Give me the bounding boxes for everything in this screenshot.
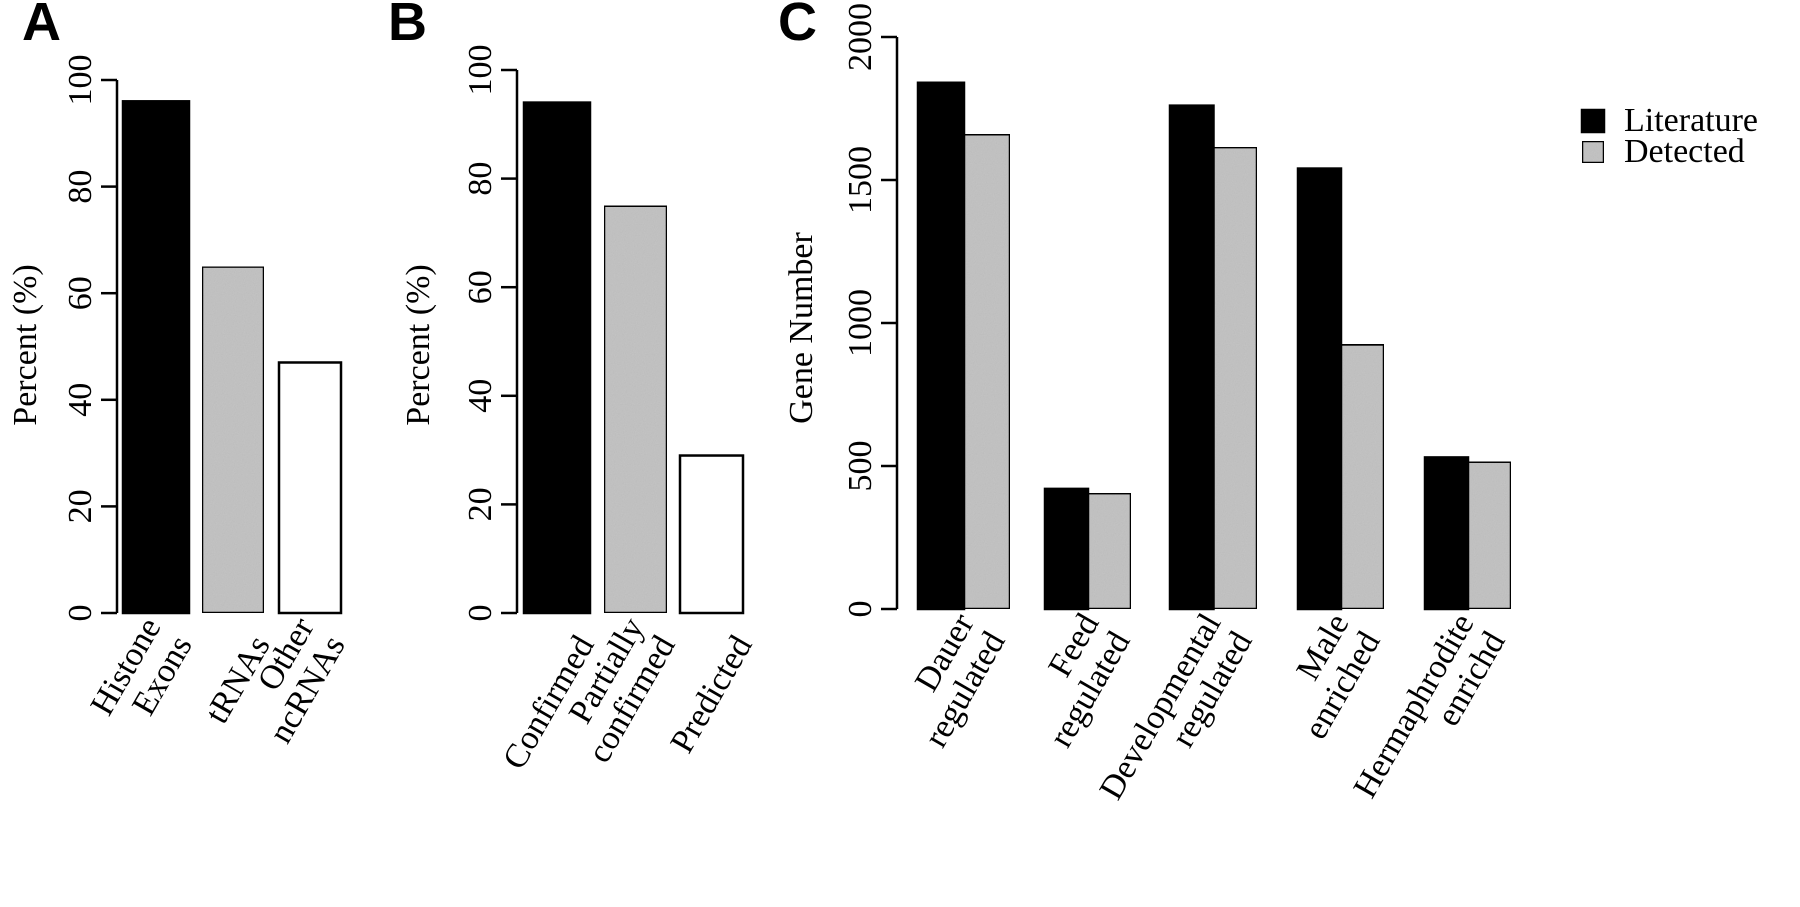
y-tick-label-b: 100 (462, 45, 499, 96)
y-tick-label-a: 60 (62, 276, 99, 310)
bar-detected-0 (962, 132, 1012, 611)
y-tick-label-b: 40 (462, 379, 499, 413)
bars-c (916, 81, 1513, 611)
y-tick-label-b: 0 (462, 605, 499, 622)
category-label-c-1: Feedregulated (1011, 608, 1137, 754)
bar-literature-2 (1168, 104, 1215, 611)
bar-detected-4 (1466, 460, 1513, 611)
bar-detected-2 (1212, 145, 1259, 611)
bar-literature-4 (1423, 456, 1470, 611)
y-tick-label-a: 40 (62, 383, 99, 417)
legend-swatch-detected (1580, 139, 1606, 165)
bar-detected-3 (1339, 343, 1386, 611)
y-tick-label-c: 2000 (842, 3, 879, 71)
bar-b-1 (602, 204, 669, 615)
legend: Literature Detected (1580, 102, 1758, 170)
bar-a-1 (200, 265, 266, 615)
panel-letter-a: A (22, 0, 61, 52)
y-tick-label-c: 500 (842, 441, 879, 492)
y-tick-label-a: 80 (62, 170, 99, 204)
legend-label-literature: Literature (1624, 102, 1758, 139)
category-label-c-3: Maleenriched (1266, 608, 1388, 746)
y-axis-b: 0 20 40 60 80 100 (462, 45, 519, 622)
bar-literature-1 (1043, 487, 1090, 611)
bar-a-2 (277, 361, 343, 615)
legend-swatch-literature (1580, 108, 1606, 134)
y-tick-label-c: 1000 (842, 289, 879, 357)
bar-literature-0 (916, 81, 966, 611)
panel-c: C Gene Number 0 500 1000 1500 2000 Dauerregu… (778, 0, 1758, 806)
category-label-a-0: HistoneExons (84, 612, 200, 740)
y-tick-label-c: 0 (842, 601, 879, 618)
y-tick-label-b: 80 (462, 162, 499, 196)
y-axis-title-a: Percent (%) (7, 264, 44, 425)
legend-label-detected: Detected (1624, 133, 1745, 170)
y-tick-label-a: 100 (62, 55, 99, 106)
panel-letter-b: B (388, 0, 427, 52)
bars-b (522, 101, 745, 615)
panel-a: A Percent (%) 0 20 40 60 80 100 HistoneExonst… (7, 0, 353, 749)
category-labels-c: Dauerregulated FeedregulatedDevelopmental… (886, 607, 1513, 806)
category-label-c-0: Dauerregulated (886, 607, 1013, 754)
bar-a-0 (121, 100, 191, 615)
bar-b-2 (678, 454, 745, 615)
panel-letter-c: C (778, 0, 817, 52)
bar-literature-3 (1296, 167, 1343, 611)
y-axis-a: 0 20 40 60 80 100 (62, 55, 119, 622)
y-axis-title-c: Gene Number (783, 232, 820, 424)
y-axis-title-b: Percent (%) (400, 264, 437, 425)
y-tick-label-a: 20 (62, 489, 99, 523)
y-tick-label-a: 0 (62, 605, 99, 622)
y-tick-label-c: 1500 (842, 146, 879, 214)
bars-a (121, 100, 343, 615)
y-tick-label-b: 20 (462, 487, 499, 521)
y-tick-label-b: 60 (462, 270, 499, 304)
y-axis-c: 0 500 1000 1500 2000 (842, 3, 899, 618)
bar-b-0 (522, 101, 592, 615)
bar-detected-1 (1086, 491, 1133, 611)
panel-b: B Percent (%) 0 20 40 60 80 100 ConfirmedPart… (388, 0, 760, 776)
